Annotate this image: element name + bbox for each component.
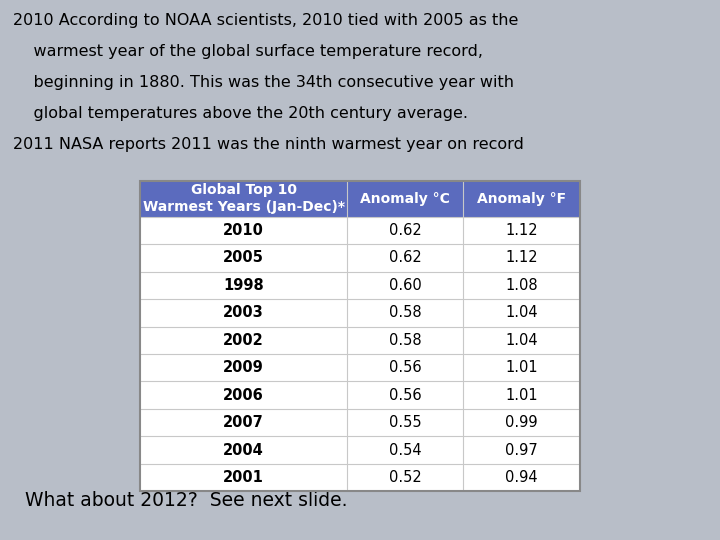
Text: 2006: 2006 — [223, 388, 264, 403]
Text: 2003: 2003 — [223, 305, 264, 320]
Text: 1.04: 1.04 — [505, 333, 538, 348]
Text: 0.94: 0.94 — [505, 470, 538, 485]
Text: 0.62: 0.62 — [389, 251, 421, 265]
FancyBboxPatch shape — [140, 181, 580, 491]
Text: 0.62: 0.62 — [389, 223, 421, 238]
Text: 0.52: 0.52 — [389, 470, 421, 485]
Text: 2005: 2005 — [223, 251, 264, 265]
Text: Anomaly °F: Anomaly °F — [477, 192, 566, 206]
Text: 1.08: 1.08 — [505, 278, 538, 293]
Text: 1998: 1998 — [223, 278, 264, 293]
Text: 2004: 2004 — [223, 443, 264, 458]
Text: 0.56: 0.56 — [389, 388, 421, 403]
Text: 0.56: 0.56 — [389, 360, 421, 375]
Text: 1.12: 1.12 — [505, 251, 538, 265]
Text: Anomaly °C: Anomaly °C — [360, 192, 450, 206]
Text: What about 2012?  See next slide.: What about 2012? See next slide. — [13, 491, 348, 510]
Text: 2001: 2001 — [223, 470, 264, 485]
Text: 2009: 2009 — [223, 360, 264, 375]
Text: Global Top 10
Warmest Years (Jan-Dec)*: Global Top 10 Warmest Years (Jan-Dec)* — [143, 183, 345, 214]
Text: 0.55: 0.55 — [389, 415, 421, 430]
Text: 2010 According to NOAA scientists, 2010 tied with 2005 as the: 2010 According to NOAA scientists, 2010 … — [13, 14, 518, 29]
Text: 0.60: 0.60 — [389, 278, 421, 293]
Text: 0.54: 0.54 — [389, 443, 421, 458]
Text: 0.58: 0.58 — [389, 333, 421, 348]
Text: warmest year of the global surface temperature record,: warmest year of the global surface tempe… — [13, 44, 483, 59]
Text: 1.12: 1.12 — [505, 223, 538, 238]
FancyBboxPatch shape — [140, 181, 580, 217]
Text: 0.58: 0.58 — [389, 305, 421, 320]
Text: beginning in 1880. This was the 34th consecutive year with: beginning in 1880. This was the 34th con… — [13, 75, 514, 90]
Text: 1.01: 1.01 — [505, 360, 538, 375]
Text: 2011 NASA reports 2011 was the ninth warmest year on record: 2011 NASA reports 2011 was the ninth war… — [13, 137, 524, 152]
Text: 2010: 2010 — [223, 223, 264, 238]
Text: 2007: 2007 — [223, 415, 264, 430]
Text: global temperatures above the 20th century average.: global temperatures above the 20th centu… — [13, 106, 468, 121]
Text: 1.04: 1.04 — [505, 305, 538, 320]
Text: 1.01: 1.01 — [505, 388, 538, 403]
Text: 2002: 2002 — [223, 333, 264, 348]
Text: 0.99: 0.99 — [505, 415, 538, 430]
Text: 0.97: 0.97 — [505, 443, 538, 458]
